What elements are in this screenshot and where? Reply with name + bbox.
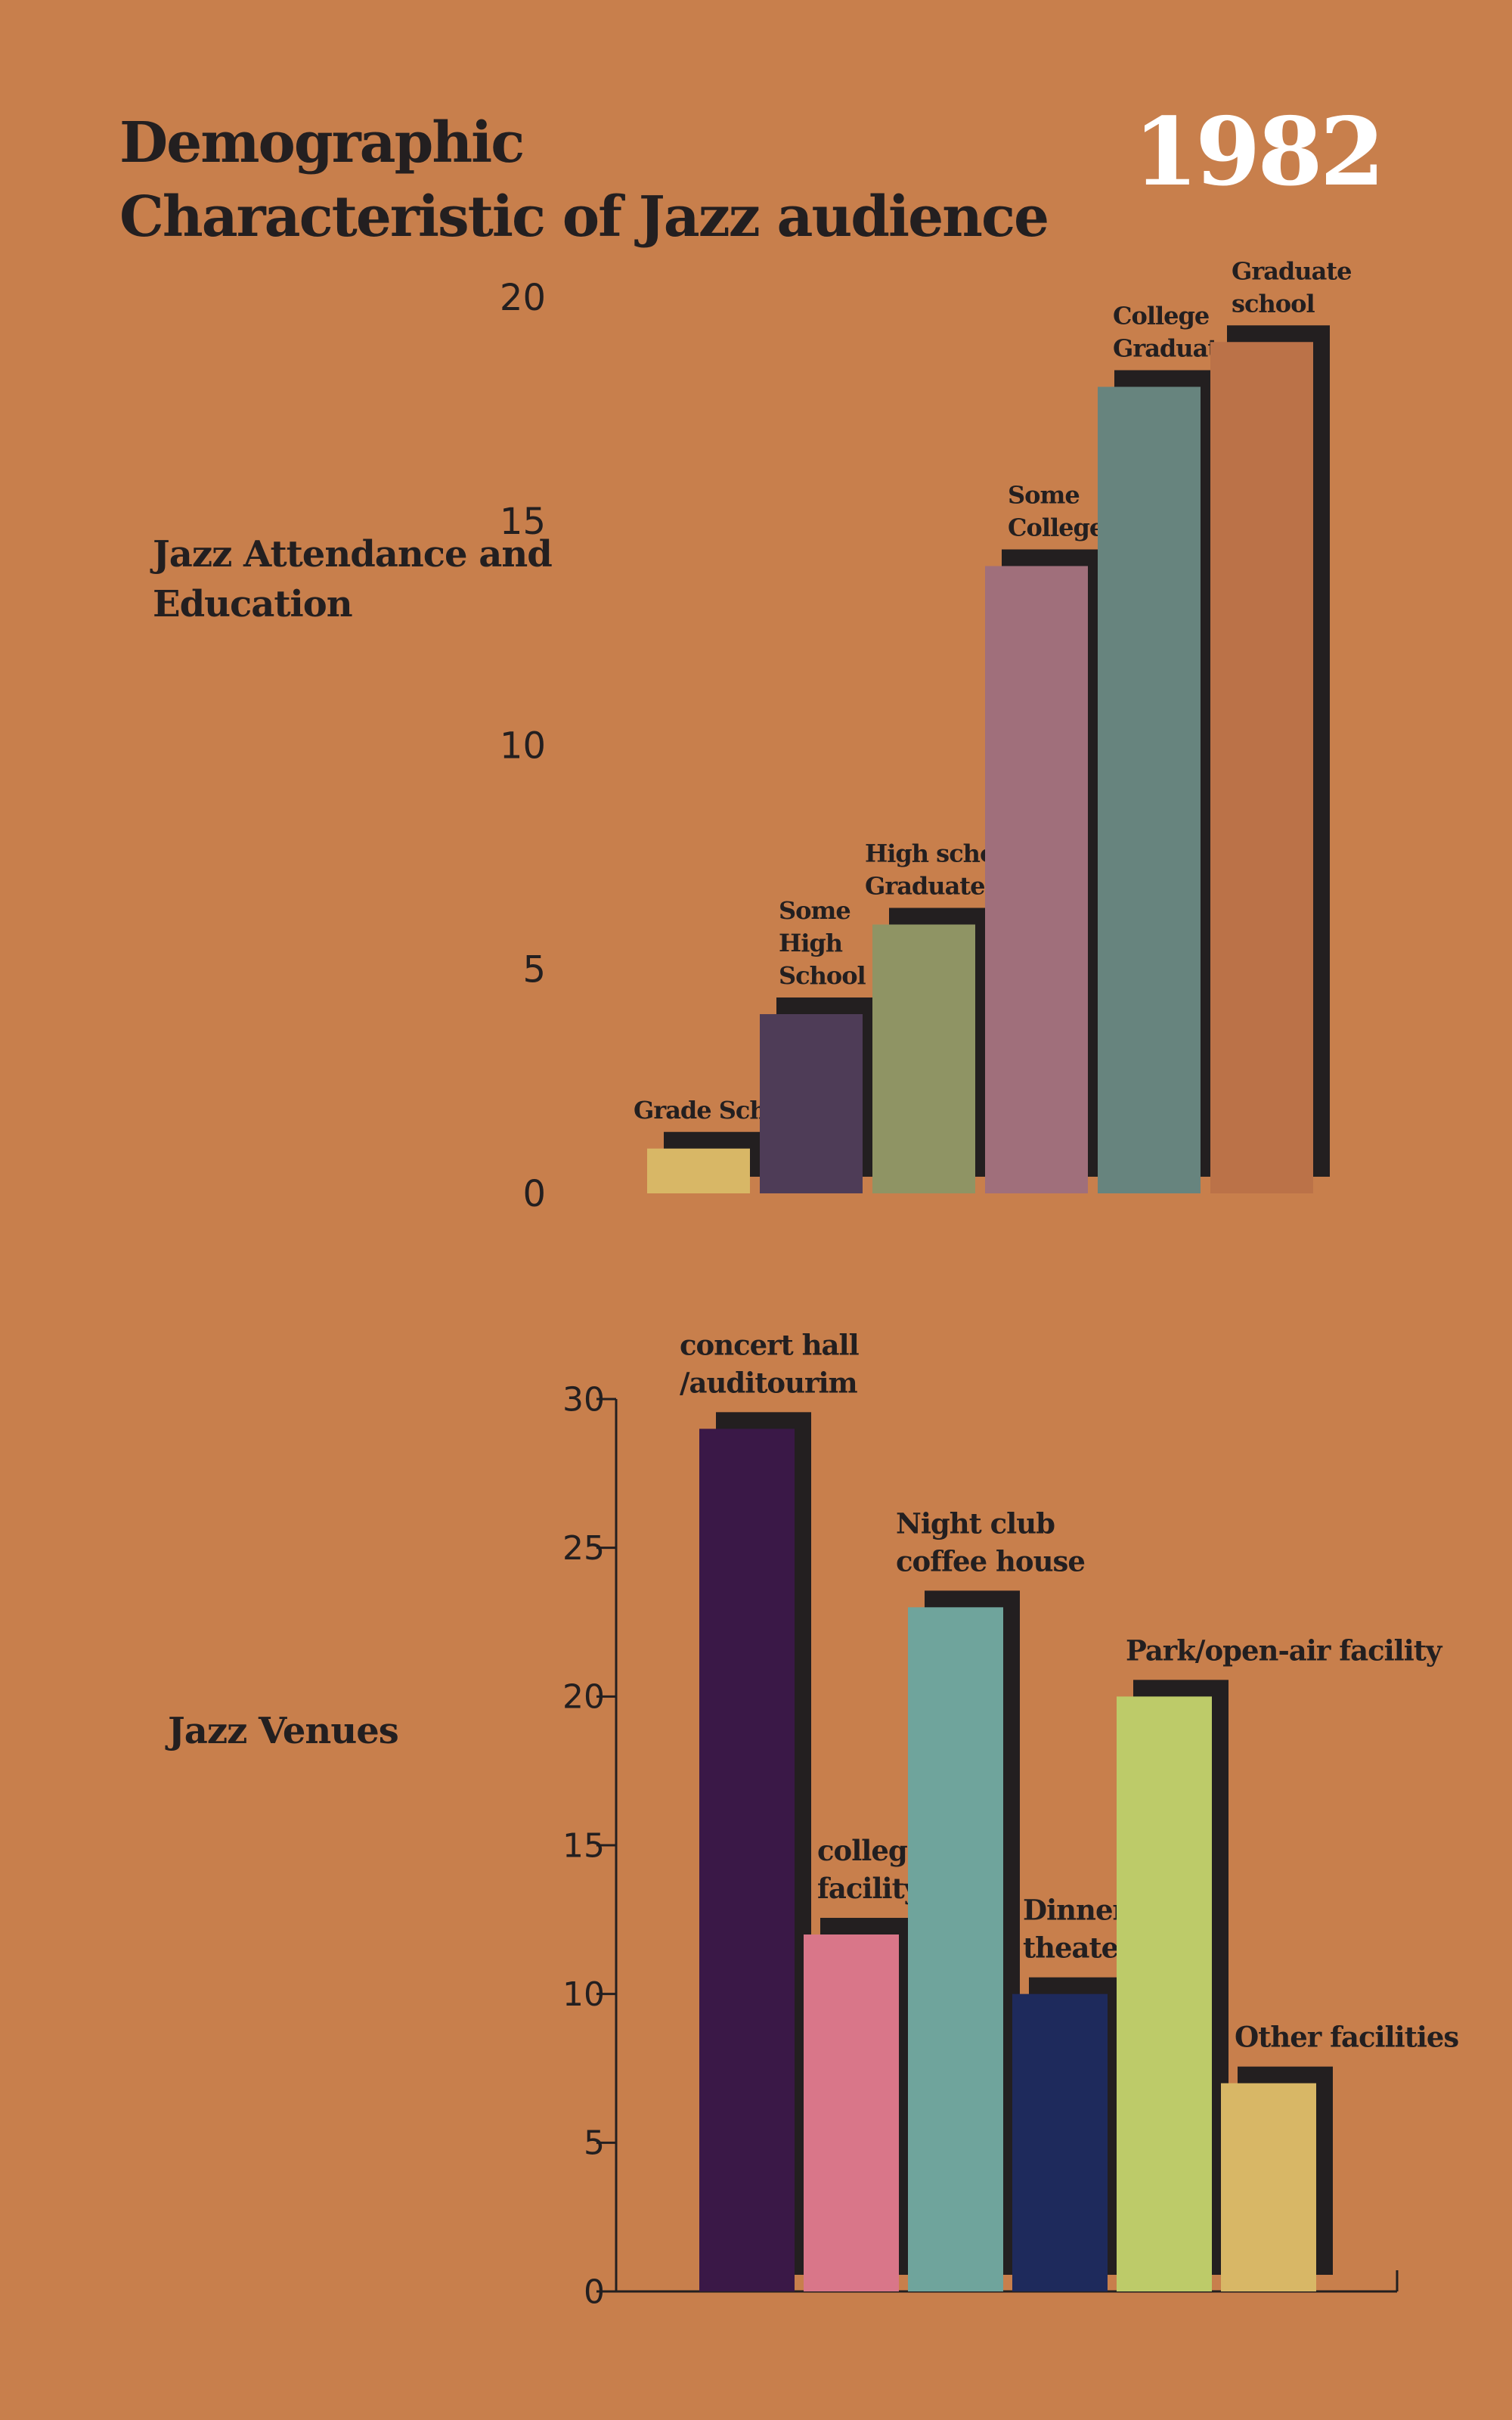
bar-label: Night club xyxy=(896,1506,1055,1540)
bar-label: theater xyxy=(1023,1931,1133,1965)
bar-label: Graduate xyxy=(1232,256,1351,285)
bar-label: facility xyxy=(817,1872,922,1905)
bar-label: Dinner xyxy=(1023,1894,1127,1927)
bar-label: Some xyxy=(779,896,850,925)
education-section-label: Jazz Attendance and Education xyxy=(153,529,553,629)
y-tick-label: 10 xyxy=(500,724,546,767)
bar xyxy=(1117,1696,1212,2291)
bar xyxy=(1221,2083,1316,2291)
bar-label: College xyxy=(1008,513,1104,542)
title-line-2: Characteristic of Jazz audience xyxy=(119,185,1049,250)
bar-label: Other facilities xyxy=(1235,2021,1458,2054)
title-line-1: Demographic xyxy=(119,110,525,175)
year-label: 1982 xyxy=(1132,98,1385,207)
y-tick-label: 0 xyxy=(522,1173,546,1215)
bar-label: College xyxy=(1113,302,1209,330)
bar-label: Graduate xyxy=(865,872,984,901)
bar xyxy=(1098,386,1201,1193)
bar-label: school xyxy=(1232,289,1315,318)
education-label-line-2: Education xyxy=(153,583,353,625)
bar xyxy=(985,566,1088,1193)
bar-label: High xyxy=(779,929,843,957)
bar-label: /auditourim xyxy=(680,1366,858,1399)
y-tick-label: 5 xyxy=(522,949,546,991)
education-label-line-1: Jazz Attendance and xyxy=(153,533,553,576)
bar xyxy=(647,1148,750,1193)
page-title: Demographic Characteristic of Jazz audie… xyxy=(119,106,1049,254)
bar-label: coffee house xyxy=(896,1544,1085,1578)
bar xyxy=(760,1014,863,1193)
bar-label: Park/open-air facility xyxy=(1126,1634,1443,1667)
bar xyxy=(1012,1993,1108,2291)
bar-label: Some xyxy=(1008,481,1080,510)
bar-label: college xyxy=(817,1834,924,1867)
venues-section-label: Jazz Venues xyxy=(168,1706,399,1756)
bar-label: concert hall xyxy=(680,1328,860,1361)
y-tick-label: 15 xyxy=(500,501,546,543)
bar xyxy=(872,924,975,1193)
bar xyxy=(908,1607,1003,2291)
bar xyxy=(804,1934,899,2291)
bar xyxy=(1210,342,1313,1193)
y-tick-label: 20 xyxy=(500,277,546,319)
bar-label: School xyxy=(779,961,866,990)
venues-label: Jazz Venues xyxy=(168,1710,399,1752)
bar xyxy=(699,1429,795,2291)
